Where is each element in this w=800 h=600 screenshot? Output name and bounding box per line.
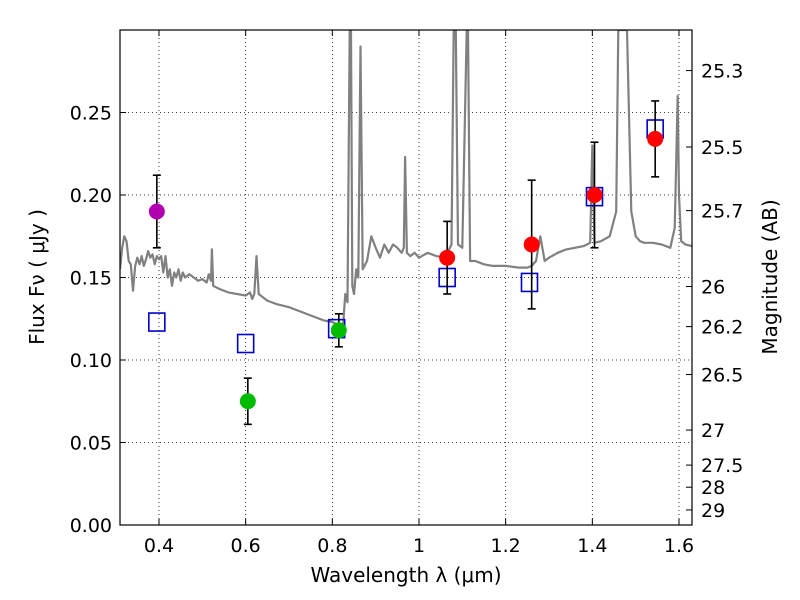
observed-photometry-point bbox=[148, 203, 165, 220]
x-tick-label: 1 bbox=[413, 535, 425, 557]
right-tick-label: 25.3 bbox=[701, 61, 743, 83]
right-tick-label: 26.5 bbox=[701, 365, 743, 387]
observed-photometry-point bbox=[523, 236, 540, 253]
observed-photometry-point bbox=[330, 322, 347, 339]
observed-photometry-point bbox=[439, 249, 456, 266]
right-tick-label: 29 bbox=[701, 500, 725, 522]
y-tick-label: 0.00 bbox=[70, 515, 112, 537]
right-tick-label: 25.7 bbox=[701, 201, 743, 223]
y-tick-label: 0.15 bbox=[70, 268, 112, 290]
observed-photometry-layer bbox=[148, 100, 664, 426]
plot-area bbox=[120, 30, 692, 426]
y-tick-label: 0.25 bbox=[70, 103, 112, 125]
model-photometry-square bbox=[148, 312, 166, 332]
y-tick-label: 0.20 bbox=[70, 185, 112, 207]
right-tick-label: 25.5 bbox=[701, 137, 743, 159]
spectrum-line bbox=[120, 30, 692, 332]
x-axis-label: Wavelength λ (μm) bbox=[310, 563, 501, 587]
observed-photometry-point bbox=[239, 393, 256, 410]
y-tick-label: 0.10 bbox=[70, 350, 112, 372]
model-photometry-square bbox=[236, 333, 255, 354]
y-axis-label: Flux Fν ( μJy ) bbox=[25, 209, 49, 345]
x-tick-label: 1.6 bbox=[664, 535, 694, 557]
y-tick-label: 0.05 bbox=[70, 433, 112, 455]
model-photometry-square bbox=[520, 272, 539, 293]
right-tick-label: 26 bbox=[701, 277, 725, 299]
observed-photometry-point bbox=[586, 187, 603, 203]
right-tick-label: 27 bbox=[701, 420, 725, 442]
axis-ticks: 0.4 0.6 0.8 1 1.2 1.4 1.6 0.00 0.05 0.10 0.15 0.20 0… bbox=[70, 30, 743, 557]
x-tick-label: 1.4 bbox=[577, 535, 607, 557]
right-tick-label: 28 bbox=[701, 477, 725, 499]
right-axis-label: Magnitude (AB) bbox=[758, 199, 782, 354]
x-tick-label: 1.2 bbox=[491, 535, 521, 557]
right-tick-label: 27.5 bbox=[701, 455, 743, 477]
right-tick-label: 26.2 bbox=[701, 317, 743, 339]
observed-photometry-point bbox=[647, 130, 664, 147]
x-tick-label: 0.6 bbox=[231, 535, 261, 557]
x-tick-label: 0.8 bbox=[317, 535, 347, 557]
x-tick-label: 0.4 bbox=[144, 535, 174, 557]
spectrum-layer bbox=[120, 30, 692, 332]
